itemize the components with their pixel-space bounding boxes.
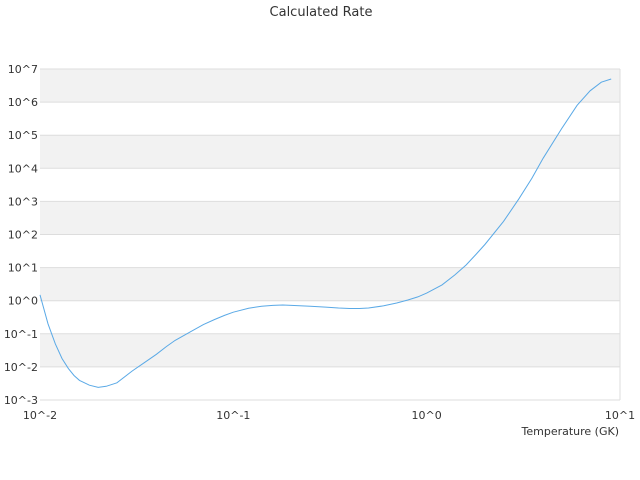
plot-band [40,102,620,136]
plot-band [40,69,620,103]
y-tick-label: 10^5 [8,129,38,142]
plot-band [40,300,620,334]
x-tick-label: 10^-2 [23,409,57,422]
y-tick-label: 10^-2 [4,361,38,374]
y-tick-label: 10^-1 [4,328,38,341]
y-tick-label: 10^2 [8,229,38,242]
plot-band [40,168,620,202]
series-line [39,78,612,388]
x-tick-label: 10^0 [412,409,442,422]
y-tick-label: 10^4 [8,162,38,175]
chart-title: Calculated Rate [270,5,373,20]
y-tick-label: 10^3 [8,195,38,208]
plot-band [40,267,620,301]
plot-band [40,366,620,400]
x-tick-labels: 10^-2 10^-1 10^0 10^1 [23,409,635,422]
y-tick-label: 10^0 [8,295,38,308]
x-axis-title: Temperature (GK) [521,425,620,438]
plot-band [40,234,620,268]
x-tick-label: 10^-1 [216,409,250,422]
y-tick-labels: 10^-3 10^-2 10^-1 10^0 10^1 10^2 10^3 10^4 10^5 1… [4,63,38,407]
y-tick-label: 10^-3 [4,394,38,407]
plot-band [40,135,620,169]
plot-band [40,201,620,235]
series-layer [39,78,612,388]
y-tick-label: 10^1 [8,262,38,275]
x-tick-label: 10^1 [605,409,635,422]
plot-band [40,333,620,367]
y-tick-label: 10^7 [8,63,38,76]
gridlines [40,68,621,401]
y-tick-label: 10^6 [8,96,38,109]
plot-bands [40,69,620,400]
